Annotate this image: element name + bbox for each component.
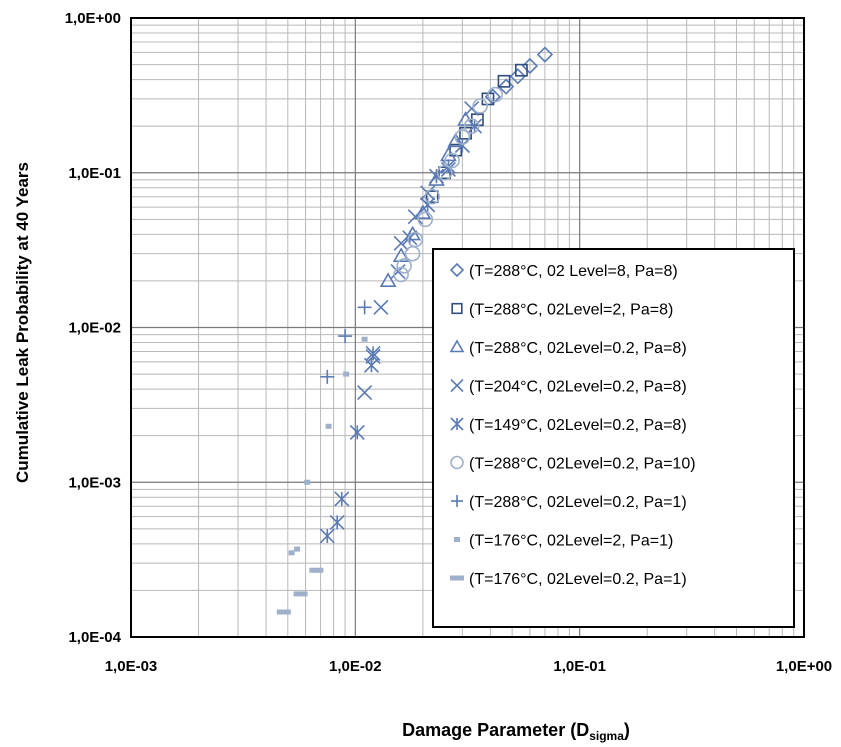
- y-tick-label: 1,0E+00: [65, 10, 121, 27]
- data-point-smallsquare: [304, 479, 311, 485]
- legend-item: (T=288°C, 02Level=0.2, Pa=8): [449, 339, 687, 357]
- data-point-triangle: [449, 339, 465, 353]
- data-point-circle: [393, 266, 409, 283]
- legend-item: (T=288°C, 02Level=0.2, Pa=1): [451, 494, 687, 511]
- data-point-x: [357, 384, 373, 401]
- legend-item: (T=288°C, 02Level=2, Pa=8): [451, 302, 673, 319]
- x-tick-labels: 1,0E-03 1,0E-02 1,0E-01 1,0E+00: [105, 658, 832, 675]
- data-point-x: [420, 185, 436, 201]
- plot-frame: [130, 17, 805, 638]
- x-tick-label: 1,0E-01: [553, 658, 606, 675]
- data-point-circle: [396, 258, 412, 274]
- data-point-plus: [451, 495, 463, 507]
- data-point-circle: [463, 118, 480, 134]
- legend-box: [432, 248, 795, 628]
- data-point-square: [515, 63, 528, 77]
- data-point-asterisk: [319, 528, 335, 544]
- data-point-square: [451, 302, 463, 315]
- y-tick-label: 1,0E-02: [68, 320, 121, 337]
- data-point-circle: [454, 129, 471, 145]
- data-point-circle: [444, 152, 460, 169]
- x-tick-label: 1,0E-02: [329, 658, 382, 675]
- data-point-square: [497, 74, 511, 88]
- legend-label: (T=204°C, 02Level=0.2, Pa=8): [469, 379, 687, 396]
- data-points: [276, 46, 554, 615]
- data-point-x: [464, 100, 480, 117]
- data-point-smallsquare: [343, 371, 350, 377]
- legend-item: (T=288°C, 02Level=0.2, Pa=10): [450, 455, 696, 473]
- x-axis-title: Damage Parameter (Dsigma): [402, 720, 630, 743]
- data-point-circle: [436, 164, 453, 181]
- legend-item: (T=288°C, 02 Level=8, Pa=8): [449, 262, 678, 280]
- data-point-x: [390, 263, 406, 280]
- y-tick-label: 1,0E-01: [68, 165, 121, 182]
- data-point-triangle: [392, 247, 410, 262]
- data-point-asterisk: [349, 424, 365, 440]
- data-point-triangle: [447, 132, 465, 148]
- data-point-x: [393, 235, 409, 251]
- data-point-plus: [320, 369, 335, 384]
- data-point-dash: [293, 591, 308, 597]
- data-point-plus: [338, 329, 353, 344]
- y-tick-labels: 1,0E-04 1,0E-03 1,0E-02 1,0E-01 1,0E+00: [65, 10, 122, 646]
- legend-label: (T=149°C, 02Level=0.2, Pa=8): [469, 417, 687, 434]
- data-point-circle: [407, 231, 424, 248]
- data-point-asterisk: [365, 345, 381, 361]
- data-point-diamond: [521, 57, 539, 75]
- data-point-circle: [487, 86, 503, 103]
- data-point-asterisk: [334, 491, 350, 507]
- y-tick-label: 1,0E-03: [68, 474, 121, 491]
- data-point-smallsquare: [361, 336, 368, 342]
- legend: (T=288°C, 02 Level=8, Pa=8) (T=288°C, 02L…: [432, 248, 795, 628]
- data-point-diamond: [497, 78, 515, 95]
- data-point-plus: [357, 300, 372, 315]
- data-point-circle: [472, 98, 488, 114]
- data-point-square: [425, 190, 439, 204]
- data-point-asterisk: [454, 137, 470, 154]
- legend-item: (T=176°C, 02Level=0.2, Pa=1): [450, 571, 687, 588]
- legend-label: (T=288°C, 02Level=0.2, Pa=10): [469, 456, 696, 473]
- data-point-x: [407, 209, 423, 225]
- data-point-dash: [276, 609, 291, 615]
- x-tick-label: 1,0E-03: [105, 658, 158, 675]
- data-point-smallsquare: [325, 423, 332, 429]
- data-point-circle: [417, 211, 434, 228]
- data-point-x: [373, 299, 389, 315]
- legend-label: (T=288°C, 02 Level=8, Pa=8): [469, 263, 678, 280]
- legend-label: (T=288°C, 02Level=0.2, Pa=1): [469, 494, 687, 511]
- data-point-diamond: [449, 262, 465, 278]
- legend-label: (T=288°C, 02Level=0.2, Pa=8): [469, 340, 687, 357]
- y-tick-label: 1,0E-04: [68, 629, 121, 646]
- y-axis-title: Cumulative Leak Probability at 40 Years: [13, 162, 32, 483]
- legend-label: (T=176°C, 02Level=2, Pa=1): [469, 533, 673, 550]
- data-point-triangle: [379, 272, 397, 287]
- data-point-asterisk: [428, 168, 445, 184]
- data-point-smallsquare: [454, 537, 460, 542]
- data-point-circle: [450, 455, 464, 470]
- legend-label: (T=176°C, 02Level=0.2, Pa=1): [469, 571, 687, 588]
- data-point-asterisk: [329, 514, 345, 530]
- data-point-dash: [450, 575, 464, 581]
- data-point-smallsquare: [288, 550, 295, 556]
- x-tick-label: 1,0E+00: [776, 658, 832, 675]
- data-point-diamond: [536, 46, 554, 63]
- legend-item: (T=149°C, 02Level=0.2, Pa=8): [450, 417, 687, 434]
- data-point-smallsquare: [294, 546, 301, 552]
- data-point-x: [450, 378, 464, 393]
- data-point-asterisk: [420, 197, 436, 213]
- data-point-asterisk: [450, 417, 464, 431]
- legend-item: (T=176°C, 02Level=2, Pa=1): [454, 533, 673, 550]
- legend-label: (T=288°C, 02Level=2, Pa=8): [469, 302, 673, 319]
- data-point-diamond: [509, 68, 526, 85]
- data-point-dash: [309, 567, 324, 573]
- legend-item: (T=204°C, 02Level=0.2, Pa=8): [450, 378, 687, 396]
- data-point-asterisk: [466, 118, 483, 134]
- data-point-circle: [424, 188, 440, 205]
